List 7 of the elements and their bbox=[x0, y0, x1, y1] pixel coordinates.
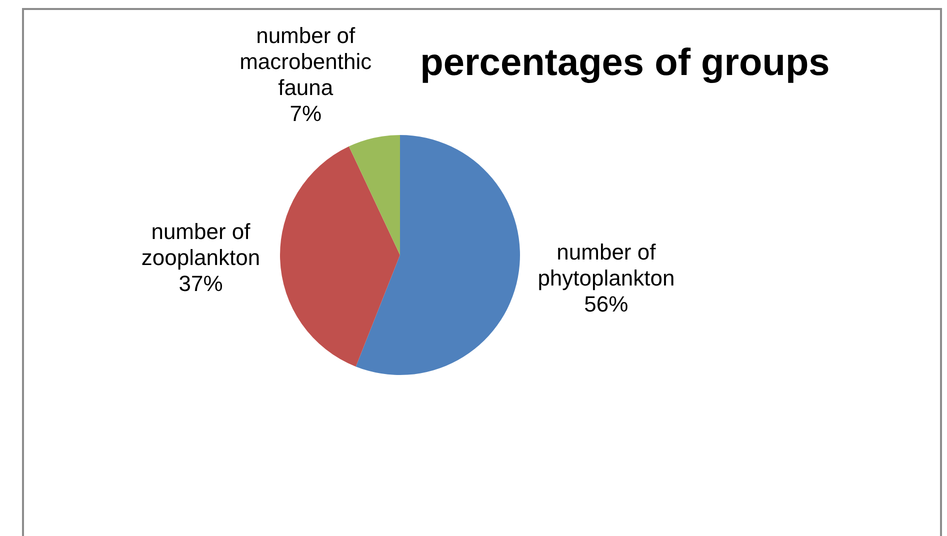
chart-title: percentages of groups bbox=[419, 42, 831, 85]
slice-label: number of zooplankton bbox=[141, 219, 260, 270]
data-label: 7% bbox=[290, 101, 322, 126]
data-label: 37% bbox=[178, 271, 223, 296]
slice-label: number of macrobenthic fauna bbox=[240, 23, 372, 100]
data-label: 56% bbox=[584, 291, 628, 316]
slice-label: number of phytoplankton bbox=[538, 239, 675, 290]
